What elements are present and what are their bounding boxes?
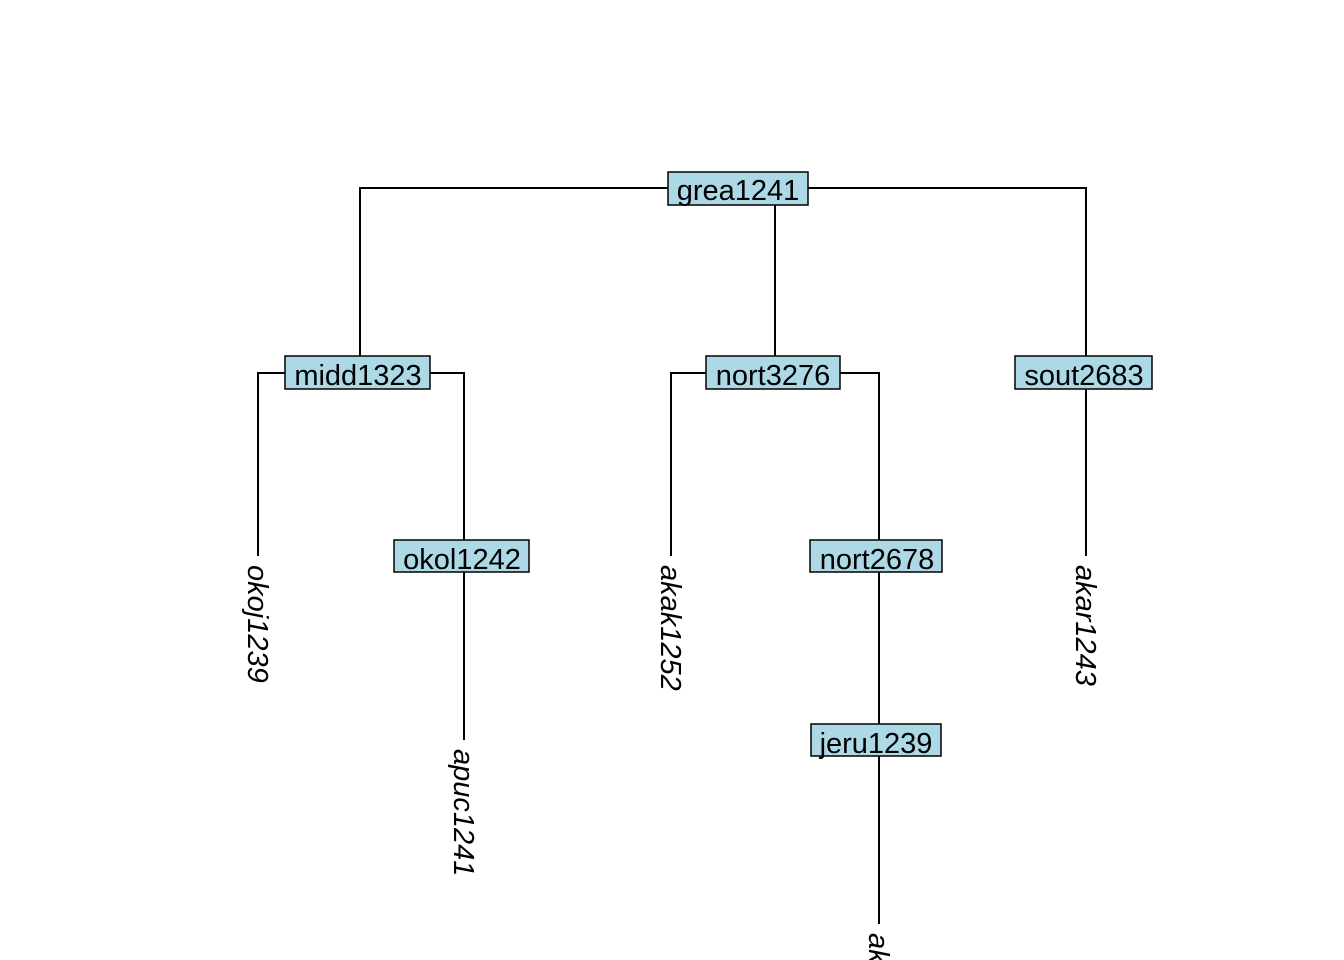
node-label: jeru1239	[819, 728, 933, 760]
node-label: okol1242	[403, 544, 521, 576]
leaf-akak1252: akak1252	[654, 565, 686, 691]
node-jeru1239: jeru1239	[810, 723, 942, 760]
leaves: okoj1239 apuc1241 akak1252 akar1243 ak	[241, 565, 1101, 960]
edges	[257, 187, 1087, 924]
node-sout2683: sout2683	[1014, 355, 1153, 392]
node-label: nort2678	[820, 544, 935, 576]
leaf-okoj1239: okoj1239	[241, 565, 273, 683]
edge-root-children	[359, 187, 1087, 356]
node-okol1242: okol1242	[393, 539, 530, 576]
node-label: nort3276	[716, 360, 831, 392]
edge-nort-children	[670, 372, 880, 924]
leaf-akar1243: akar1243	[1069, 565, 1101, 686]
leaf-cut-off: ak	[862, 933, 894, 960]
node-label: midd1323	[294, 360, 421, 392]
node-label: grea1241	[677, 175, 800, 207]
node-nort2678: nort2678	[809, 539, 943, 576]
node-midd1323: midd1323	[284, 355, 431, 392]
node-label: sout2683	[1024, 360, 1143, 392]
leaf-apuc1241: apuc1241	[447, 749, 479, 876]
node-nort3276: nort3276	[705, 355, 841, 392]
node-grea1241: grea1241	[667, 171, 809, 207]
